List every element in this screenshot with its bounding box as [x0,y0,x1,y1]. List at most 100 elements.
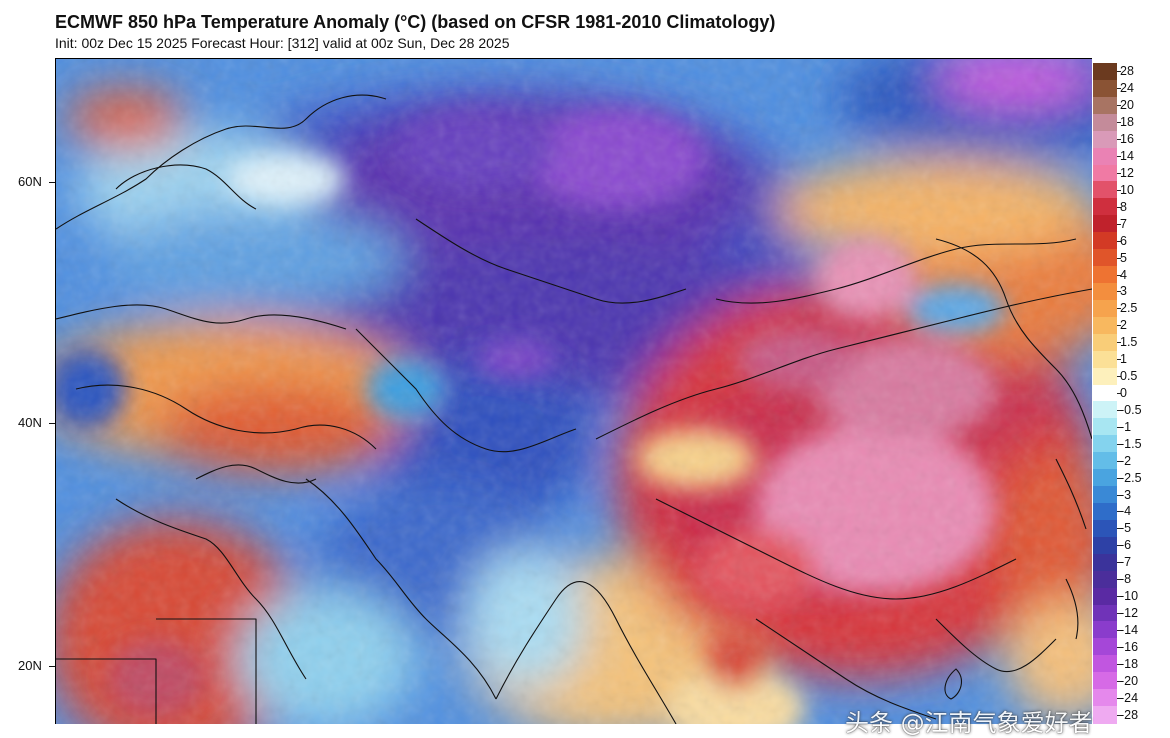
colorbar-tick [1117,122,1121,124]
colorbar-label: 16 [1120,132,1134,147]
colorbar-label: 7 [1120,216,1127,231]
colorbar-tick [1117,105,1121,107]
lat-label-60n: 60N [18,174,42,189]
colorbar-label: -5 [1120,521,1132,536]
colorbar-tick [1117,257,1121,259]
colorbar-tick [1117,646,1121,648]
colorbar-tick [1117,697,1121,699]
colorbar-swatch [1093,689,1117,707]
colorbar-swatch [1093,367,1117,386]
colorbar-swatch [1093,587,1117,606]
colorbar-tick [1117,629,1121,631]
colorbar-tick [1117,528,1121,530]
watermark: 头条 @江南气象爱好者 [845,709,1093,737]
colorbar-label: 5 [1120,250,1127,265]
colorbar-tick [1117,613,1121,614]
colorbar-tick [1117,680,1121,682]
colorbar-label: -24 [1120,690,1139,705]
colorbar-swatch [1093,113,1117,132]
chart-subtitle: Init: 00z Dec 15 2025 Forecast Hour: [31… [55,35,510,51]
chart-header: ECMWF 850 hPa Temperature Anomaly (°C) (… [55,10,775,52]
colorbar-label: -3 [1120,487,1132,502]
colorbar-swatch [1093,638,1117,656]
colorbar-swatch [1093,418,1117,436]
colorbar-tick [1117,325,1121,327]
colorbar-tick [1117,714,1121,716]
colorbar-swatch [1093,486,1117,504]
colorbar-tick [1117,663,1121,665]
colorbar-swatch [1093,266,1117,284]
colorbar-tick [1117,274,1121,276]
colorbar-label: -1.5 [1120,436,1142,451]
colorbar-swatch [1093,452,1117,470]
colorbar-tick [1117,291,1121,293]
anomaly-map-svg [56,59,1092,724]
colorbar-swatch [1093,249,1117,267]
colorbar-swatch [1093,435,1117,453]
colorbar-tick [1117,376,1121,378]
colorbar-tick [1117,223,1121,225]
colorbar-tick [1117,240,1121,242]
colorbar-tick [1117,393,1121,394]
lat-tick-20n [49,666,55,667]
colorbar-label: -4 [1120,504,1132,519]
colorbar-label: 28 [1120,64,1134,79]
colorbar-label: -2 [1120,453,1132,468]
colorbar-swatch [1093,519,1117,538]
colorbar-tick [1117,173,1121,174]
colorbar [1093,63,1121,724]
colorbar-label: 1.5 [1120,335,1138,350]
colorbar-label: -1 [1120,419,1132,434]
colorbar-swatch [1093,655,1117,673]
colorbar-label: 18 [1120,115,1134,130]
colorbar-swatch [1093,401,1117,419]
colorbar-tick [1117,342,1121,344]
colorbar-labels: 28 24 20 18 16 14 12 10 8 7 6 5 4 3 2.5 2 1.5 1 0.5 0 -0.5 -1… [1120,63,1168,723]
field-texture [56,59,1092,724]
colorbar-tick [1117,156,1121,158]
lat-tick-40n [49,423,55,424]
colorbar-label: 8 [1120,199,1127,214]
colorbar-label: 6 [1120,233,1127,248]
colorbar-label: -14 [1120,622,1139,637]
colorbar-swatch [1093,621,1117,639]
colorbar-swatch [1093,147,1117,166]
colorbar-swatch [1093,299,1117,318]
coastlines-borders [56,94,1092,724]
colorbar-label: 20 [1120,98,1134,113]
colorbar-swatch [1093,316,1117,335]
colorbar-label: 2 [1120,318,1127,333]
colorbar-swatch [1093,706,1117,724]
colorbar-tick [1117,494,1121,496]
chart-title: ECMWF 850 hPa Temperature Anomaly (°C) (… [55,12,776,32]
colorbar-label: -8 [1120,572,1132,587]
colorbar-label: -20 [1120,673,1139,688]
colorbar-label: -2.5 [1120,470,1142,485]
colorbar-label: 10 [1120,182,1134,197]
lat-label-40n: 40N [18,415,42,430]
colorbar-label: 2.5 [1120,301,1138,316]
colorbar-swatch [1093,181,1117,199]
colorbar-label: 4 [1120,267,1127,282]
lat-label-20n: 20N [18,658,42,673]
colorbar-swatch [1093,604,1117,623]
colorbar-swatch [1093,553,1117,572]
colorbar-swatch [1093,79,1117,98]
colorbar-tick [1117,477,1121,479]
colorbar-label: -12 [1120,606,1139,620]
colorbar-swatch [1093,283,1117,301]
colorbar-swatch [1093,198,1117,216]
colorbar-label: -6 [1120,538,1132,553]
colorbar-tick [1117,426,1121,428]
anomaly-map [55,58,1092,724]
colorbar-swatch [1093,350,1117,369]
colorbar-swatch [1093,130,1117,149]
colorbar-swatch [1093,384,1117,403]
colorbar-label: 3 [1120,284,1127,299]
colorbar-swatch [1093,503,1117,521]
colorbar-tick [1117,206,1121,208]
colorbar-label: -16 [1120,639,1139,654]
colorbar-label: -10 [1120,589,1139,604]
colorbar-tick [1117,409,1121,411]
colorbar-tick [1117,359,1121,361]
